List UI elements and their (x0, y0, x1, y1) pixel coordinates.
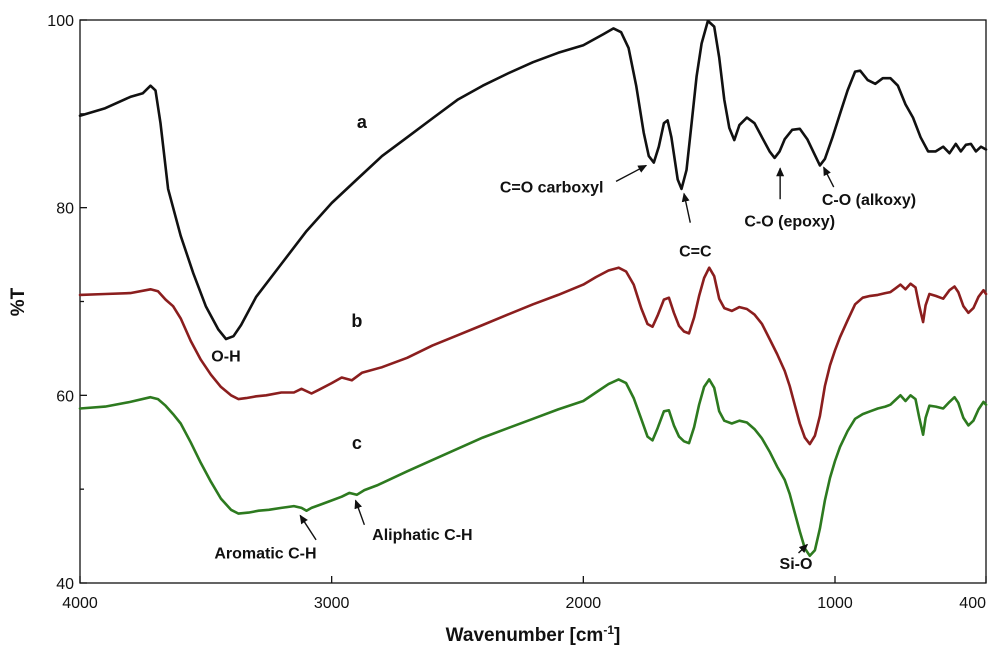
annotation-label: Si-O (780, 556, 813, 573)
series-line-b (78, 266, 988, 446)
annotation-arrow (823, 166, 835, 188)
y-tick-label: 40 (56, 576, 74, 593)
annotation-arrow (615, 164, 648, 183)
annotation-arrow (354, 499, 366, 526)
series-lines (78, 19, 988, 558)
annotation-label: C-O (alkoxy) (822, 192, 916, 209)
annotation-label: C=C (679, 243, 712, 260)
series-label-a: a (357, 112, 368, 132)
x-tick-label: 3000 (314, 595, 350, 612)
y-axis-title: %T (8, 287, 29, 316)
series-label-b: b (351, 311, 362, 331)
x-tick-label: 400 (959, 595, 986, 612)
series-line-c (78, 378, 988, 558)
x-axis-title: Wavenumber [cm-1] (446, 623, 621, 646)
x-tick-label: 1000 (817, 595, 853, 612)
series-line-a (78, 19, 988, 341)
annotation-label: C-O (epoxy) (744, 213, 835, 230)
y-tick-label: 60 (56, 388, 74, 405)
plot-border (79, 19, 987, 584)
x-tick-label: 4000 (62, 595, 98, 612)
y-tick-label: 80 (56, 201, 74, 218)
annotation-arrow (681, 192, 691, 223)
series-labels: a b c (351, 112, 368, 453)
annotation-label: Aromatic C-H (214, 546, 316, 563)
plot-area (79, 19, 987, 584)
annotation-label: Aliphatic C-H (372, 527, 472, 544)
annotation-arrow (798, 543, 809, 554)
annotations: O-H C=O carboxyl C=C C-O (epoxy) C-O (alkoxy… (211, 164, 916, 573)
x-tick-label: 2000 (566, 595, 602, 612)
annotation-arrow (299, 514, 317, 541)
annotation-label: O-H (211, 349, 240, 366)
y-tick-label: 100 (47, 13, 74, 30)
annotation-label: C=O carboxyl (500, 180, 604, 197)
axis-ticks: 4000 3000 2000 1000 400 40 60 80 100 (47, 13, 987, 612)
series-label-c: c (352, 433, 362, 453)
